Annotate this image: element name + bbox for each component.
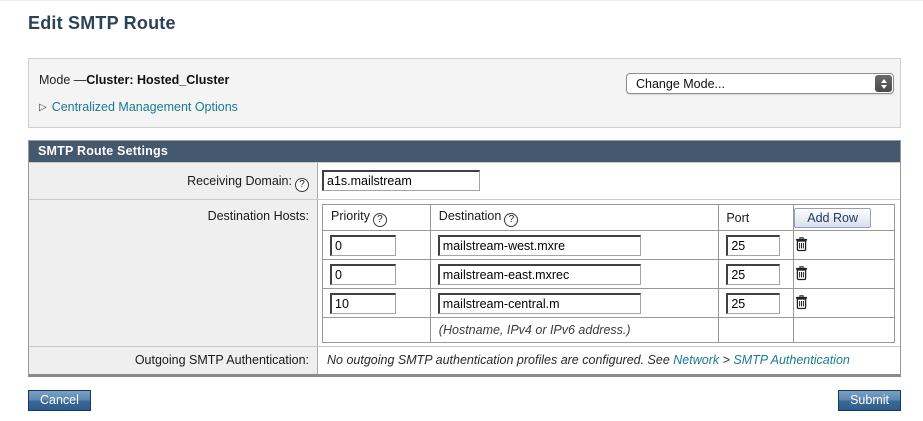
port-input[interactable] [726,234,781,256]
destination-column-header: Destination? [429,204,720,231]
host-row [322,230,895,260]
priority-input[interactable] [330,234,396,256]
chevron-up-icon [880,78,887,83]
smtp-authentication-link[interactable]: SMTP Authentication [733,353,850,367]
destination-hosts-label: Destination Hosts: [207,209,309,223]
trash-icon [796,236,808,251]
page-title: Edit SMTP Route [28,13,176,33]
receiving-domain-input[interactable] [322,170,480,191]
smtp-route-settings-table: SMTP Route Settings Receiving Domain:? D… [28,140,901,377]
priority-column-header: Priority? [322,204,431,231]
hosts-header-row: Priority? Destination? Port Add Row [322,204,895,231]
port-input[interactable] [726,292,781,314]
expand-triangle-icon[interactable]: ▷ [39,102,47,113]
breadcrumb-separator: > [719,353,734,367]
delete-row-button[interactable] [794,236,809,252]
receiving-domain-label: Receiving Domain: [187,174,292,188]
priority-header-label: Priority [331,208,370,223]
host-row [322,288,895,318]
outgoing-auth-label: Outgoing SMTP Authentication: [134,353,309,367]
help-icon[interactable]: ? [295,178,309,192]
dropdown-stepper-icon [875,75,892,92]
destination-hosts-table: Priority? Destination? Port Add Row [322,204,895,343]
mode-label: Mode — [39,73,87,87]
network-link[interactable]: Network [673,353,720,367]
destination-hosts-row: Destination Hosts: Priority? Destination… [29,199,900,346]
receiving-domain-row: Receiving Domain:? [29,162,900,199]
destination-input[interactable] [437,263,641,285]
outgoing-auth-value-cell: No outgoing SMTP authentication profiles… [318,347,900,374]
hint-row: (Hostname, IPv4 or IPv6 address.) [322,317,895,343]
trash-icon [796,265,808,280]
mode-value: Cluster: Hosted_Cluster [86,73,230,87]
footer-actions: Cancel Submit [28,390,901,411]
chevron-down-icon [880,84,887,89]
destination-hosts-value-cell: Priority? Destination? Port Add Row [318,200,900,346]
help-icon[interactable]: ? [372,212,387,227]
centralized-management-row: ▷ Centralized Management Options [39,100,890,114]
port-input[interactable] [726,263,781,285]
receiving-domain-label-cell: Receiving Domain:? [29,163,318,199]
settings-section-header: SMTP Route Settings [29,141,900,162]
host-row [322,259,895,289]
priority-input[interactable] [330,263,396,285]
outgoing-auth-text: No outgoing SMTP authentication profiles… [327,353,674,367]
add-row-button[interactable]: Add Row [794,207,871,228]
priority-input[interactable] [330,292,396,314]
delete-row-button[interactable] [794,265,809,281]
hostname-hint: (Hostname, IPv4 or IPv6 address.) [429,317,720,343]
cancel-button[interactable]: Cancel [28,390,91,411]
mode-line: Mode —Cluster: Hosted_Cluster [39,73,890,87]
submit-button[interactable]: Submit [838,390,901,411]
change-mode-dropdown[interactable]: Change Mode... [626,73,894,94]
add-row-header-cell: Add Row [793,204,895,231]
destination-input[interactable] [437,234,641,256]
port-header-label: Port [726,210,750,225]
mode-box: Mode —Cluster: Hosted_Cluster Change Mod… [28,58,901,128]
help-icon[interactable]: ? [504,212,519,227]
destination-input[interactable] [437,292,641,314]
receiving-domain-value-cell [318,163,900,199]
destination-hosts-label-cell: Destination Hosts: [29,200,318,346]
change-mode-dropdown-value: Change Mode... [636,76,725,91]
delete-row-button[interactable] [794,294,809,310]
edit-smtp-route-page: Edit SMTP Route Mode —Cluster: Hosted_Cl… [0,1,923,411]
port-column-header: Port [718,204,795,231]
destination-header-label: Destination [438,208,502,223]
outgoing-auth-label-cell: Outgoing SMTP Authentication: [29,347,318,374]
centralized-management-options-link[interactable]: Centralized Management Options [51,100,238,114]
trash-icon [796,294,808,309]
outgoing-smtp-auth-row: Outgoing SMTP Authentication: No outgoin… [29,346,900,374]
